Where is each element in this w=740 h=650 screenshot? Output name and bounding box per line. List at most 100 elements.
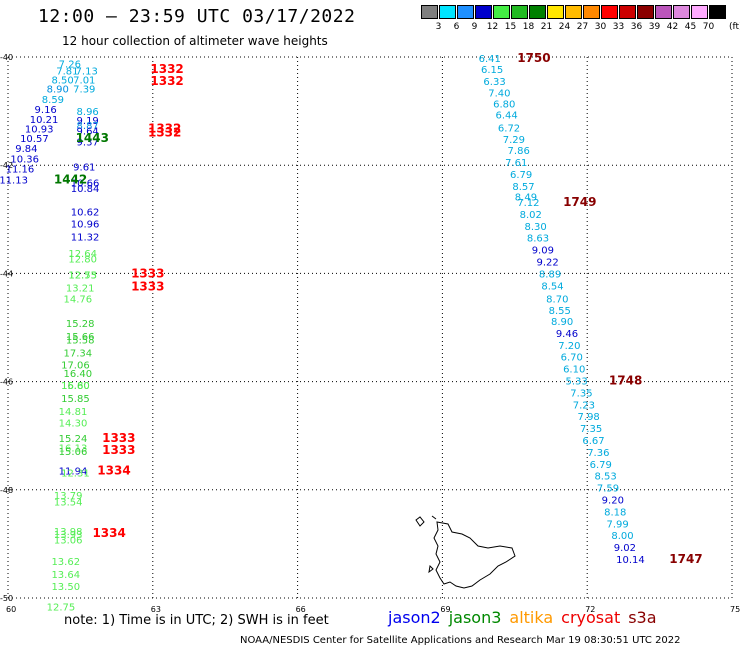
wave-height-value: 9.09 — [532, 246, 554, 257]
wave-height-value: 13.93 — [54, 530, 83, 541]
scale-unit: (ft) — [729, 22, 740, 32]
wave-height-value: 13.98 — [54, 527, 83, 538]
wave-height-value: 12.75 — [47, 603, 76, 614]
pass-time-label: 1332 — [148, 126, 181, 140]
wave-height-value: 12.55 — [68, 270, 97, 281]
map-title: 12:00 – 23:59 UTC 03/17/2022 — [38, 6, 356, 27]
scale-label: 30 — [594, 22, 607, 32]
wave-height-value: 15.58 — [66, 335, 95, 346]
scale-label: 21 — [540, 22, 553, 32]
scale-swatch — [583, 5, 600, 19]
scale-label: 6 — [453, 22, 460, 32]
lat-tick-label: -44 — [0, 269, 13, 278]
scale-swatch — [475, 5, 492, 19]
wave-height-value: 9.19 — [77, 116, 99, 127]
scale-swatch — [529, 5, 546, 19]
scale-label: 24 — [558, 22, 571, 32]
scale-swatch — [511, 5, 528, 19]
wave-height-value: 7.39 — [73, 84, 95, 95]
wave-height-value: 13.62 — [51, 557, 80, 568]
lon-tick-label: 66 — [296, 605, 306, 614]
scale-swatch — [439, 5, 456, 19]
wave-height-value: 6.33 — [483, 77, 505, 88]
wave-height-value: 6.79 — [510, 170, 532, 181]
wave-height-value: 5.33 — [565, 377, 587, 388]
wave-height-value: 10.21 — [30, 115, 59, 126]
wave-height-value: 8.63 — [527, 234, 549, 245]
wave-height-value: 8.96 — [77, 107, 99, 118]
wave-height-value: 8.90 — [47, 84, 69, 95]
wave-height-value: 8.55 — [549, 306, 571, 317]
satellite-jason2: jason2 — [388, 608, 441, 627]
wave-height-value: 13.50 — [51, 582, 80, 593]
scale-label: 36 — [630, 22, 643, 32]
lat-tick-label: -40 — [0, 53, 13, 62]
wave-height-value: 13.64 — [51, 570, 80, 581]
wave-height-value: 12.73 — [68, 270, 97, 281]
map-subtitle: 12 hour collection of altimeter wave hei… — [62, 34, 328, 48]
pass-time-label: 1750 — [517, 51, 550, 65]
pass-time-label: 1332 — [148, 121, 181, 135]
wave-height-value: 13.79 — [54, 491, 83, 502]
lon-tick-label: 69 — [440, 605, 450, 614]
wave-height-value: 6.15 — [481, 65, 503, 76]
wave-height-value: 8.50 — [51, 76, 73, 87]
satellite-cryosat: cryosat — [561, 608, 621, 627]
pass-time-label: 1332 — [150, 74, 183, 88]
wave-height-value: 7.36 — [587, 448, 609, 459]
wave-height-value: 7.20 — [558, 341, 580, 352]
wave-height-value: 6.41 — [479, 54, 501, 65]
wave-height-value: 13.06 — [54, 536, 83, 547]
scale-label: 42 — [666, 22, 679, 32]
pass-time-label: 1333 — [131, 266, 164, 280]
wave-height-value: 16.13 — [59, 444, 88, 455]
lat-tick-label: -42 — [0, 161, 13, 170]
wave-height-value: 8.87 — [77, 121, 99, 132]
wave-height-value: 7.99 — [607, 519, 629, 530]
wave-height-value: 6.10 — [563, 365, 585, 376]
scale-swatch — [421, 5, 438, 19]
wave-height-value: 9.22 — [537, 257, 559, 268]
wave-height-value: 8.02 — [520, 210, 542, 221]
wave-height-value: 7.35 — [580, 424, 602, 435]
pass-time-label: 1333 — [102, 443, 135, 457]
wave-height-value: 10.96 — [71, 220, 100, 231]
scale-label: 39 — [648, 22, 661, 32]
wave-height-value: 7.29 — [503, 135, 525, 146]
wave-height-value: 8.49 — [515, 193, 537, 204]
scale-swatch — [493, 5, 510, 19]
wave-height-value: 8.00 — [611, 531, 633, 542]
pass-time-label: 1332 — [150, 62, 183, 76]
satellite-s3a: s3a — [628, 608, 657, 627]
wave-height-value: 15.80 — [61, 381, 90, 392]
wave-height-value: 16.40 — [64, 369, 93, 380]
footer-credit: NOAA/NESDIS Center for Satellite Applica… — [240, 635, 681, 646]
wave-height-value: 15.66 — [66, 332, 95, 343]
wave-height-value: 7.59 — [597, 484, 619, 495]
wave-height-value: 8.18 — [604, 507, 626, 518]
wave-height-value: 7.40 — [488, 89, 510, 100]
lon-tick-label: 60 — [6, 605, 16, 614]
scale-label: 12 — [486, 22, 499, 32]
wave-height-value: 6.80 — [493, 100, 515, 111]
lat-lon-grid — [7, 56, 733, 599]
wave-height-value: 15.24 — [59, 434, 88, 445]
wave-height-value: 8.54 — [541, 281, 563, 292]
scale-label: 3 — [435, 22, 442, 32]
scale-label: 18 — [522, 22, 535, 32]
pass-time-label: 1334 — [92, 526, 125, 540]
pass-time-label: 1443 — [76, 131, 109, 145]
wave-height-value: 17.06 — [61, 360, 90, 371]
wave-height-value: 9.16 — [35, 105, 57, 116]
pass-time-label: 1749 — [563, 195, 596, 209]
wave-height-value: 15.28 — [66, 319, 95, 330]
island-coastline — [415, 515, 516, 589]
lat-tick-label: -50 — [0, 594, 13, 603]
wave-height-value: 7.35 — [570, 388, 592, 399]
wave-height-value: 14.76 — [64, 294, 93, 305]
wave-height-value: 13.54 — [54, 498, 83, 509]
wave-height-value: 8.53 — [594, 472, 616, 483]
wave-height-value: 6.72 — [498, 123, 520, 134]
scale-swatch — [565, 5, 582, 19]
wave-height-value: 7.01 — [73, 76, 95, 87]
